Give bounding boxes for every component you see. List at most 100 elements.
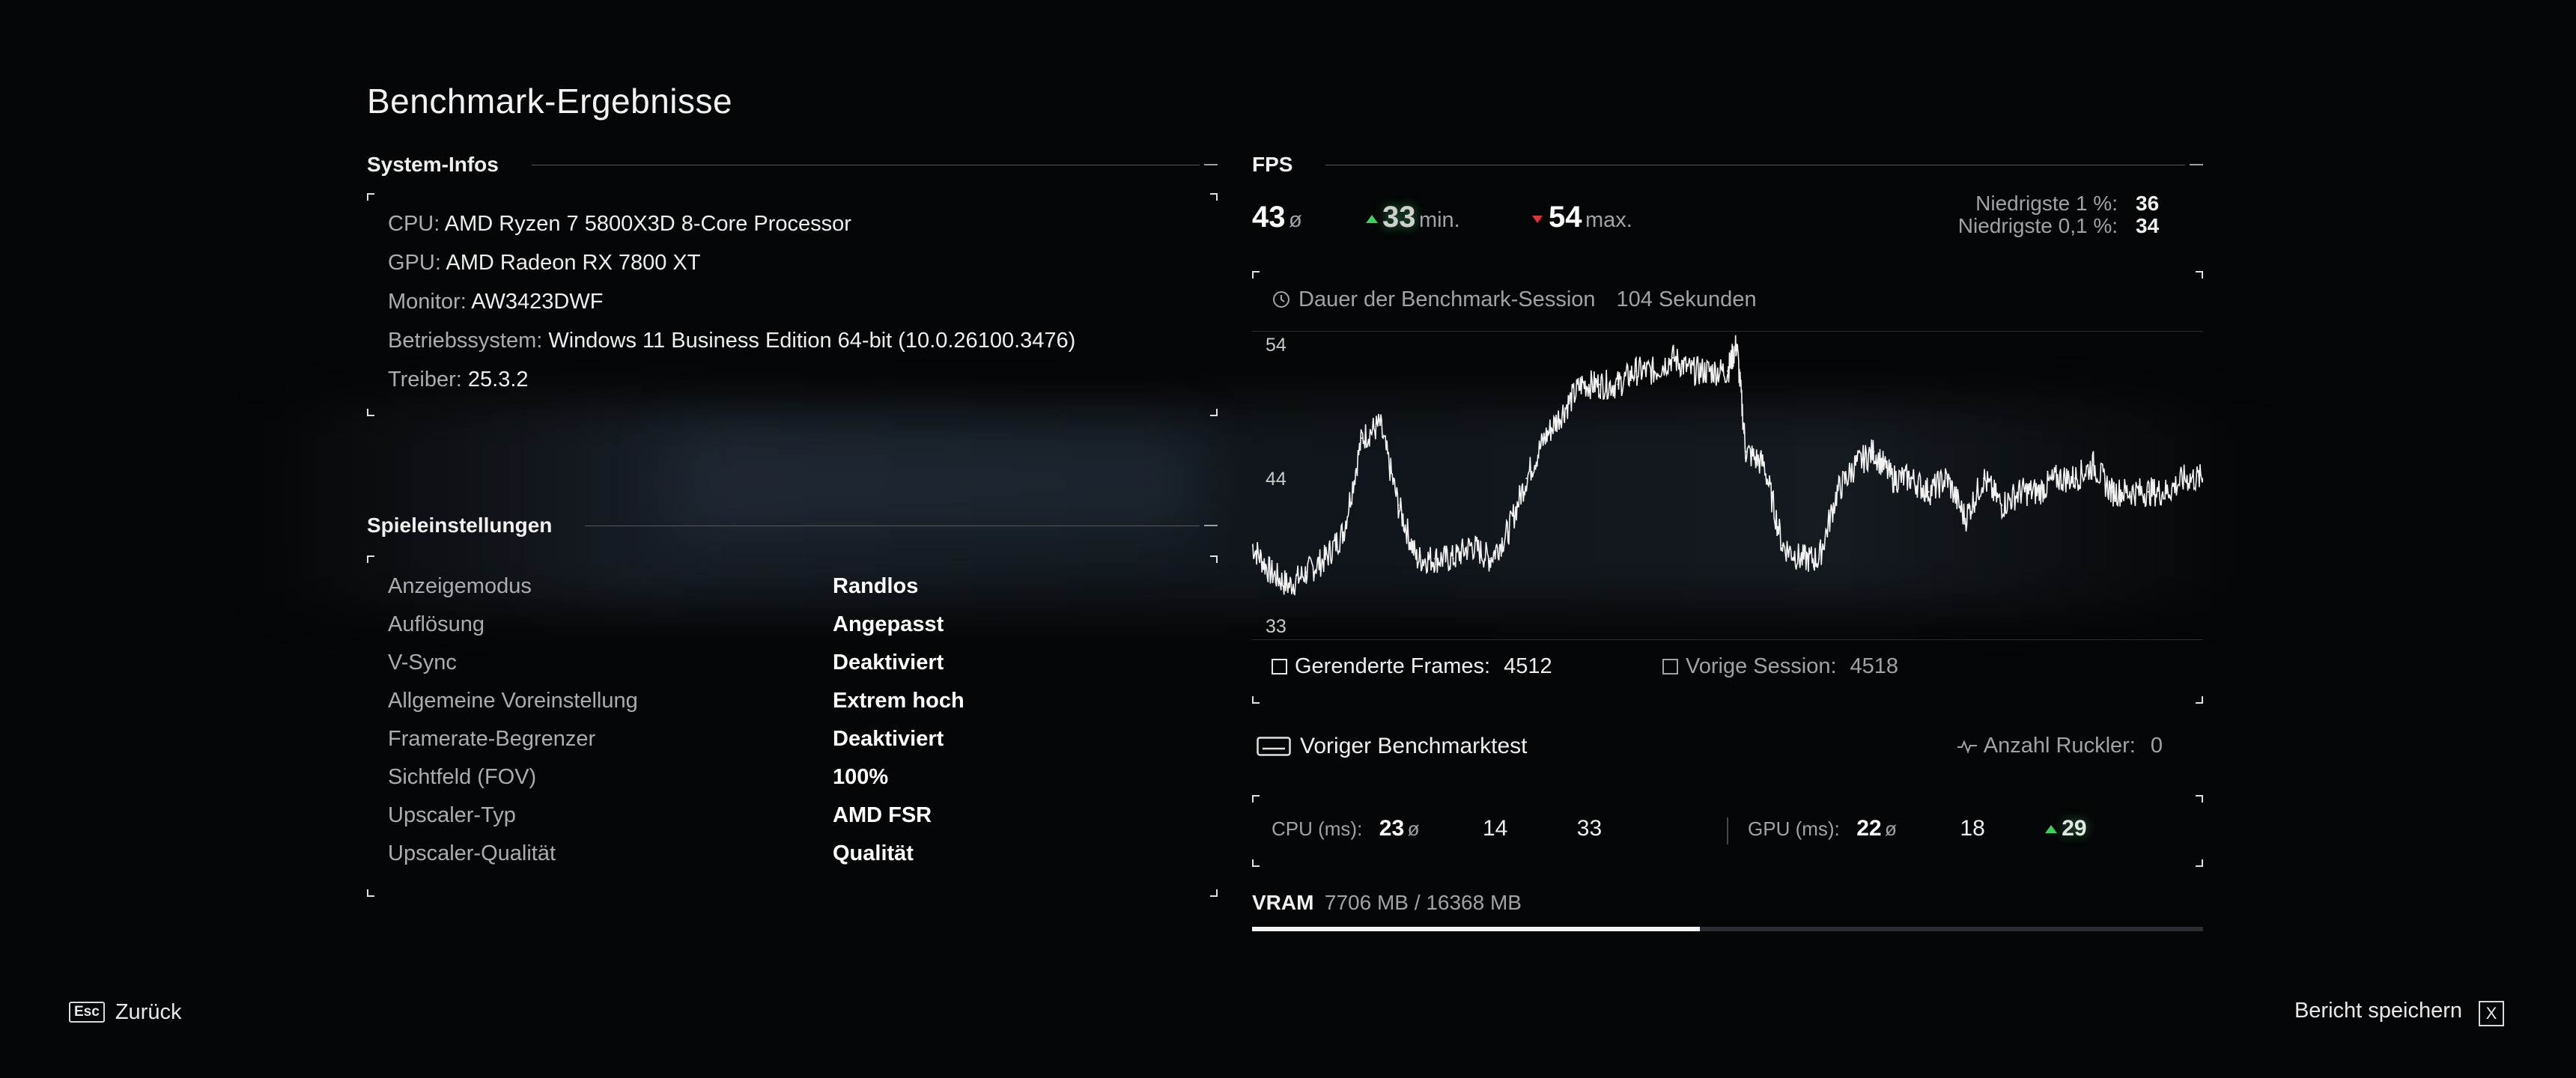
fps-data-point [1635, 370, 1637, 372]
average-symbol: ø [1288, 208, 1302, 232]
gpu-frametimes: GPU (ms): 22 ø 18 29 [1748, 816, 2087, 841]
fps-data-point [2038, 490, 2040, 493]
setting-value: Deaktiviert [833, 651, 944, 674]
divider-tick [2190, 164, 2203, 165]
low-01-label: Niedrigste 0,1 %: [1957, 214, 2118, 237]
fps-data-point [1763, 464, 1765, 466]
average-symbol: ø [1885, 817, 1897, 840]
sysinfo-key: GPU: [388, 251, 441, 275]
y-tick-label: 33 [1266, 616, 1287, 637]
column-divider [1727, 817, 1728, 844]
chart-top-line [1252, 331, 2203, 332]
stutter-value: 0 [2150, 734, 2163, 758]
fps-data-point [2001, 504, 2003, 506]
setting-value: Randlos [833, 574, 919, 598]
fps-data-point [1525, 478, 1528, 480]
previous-benchmark: Voriger Benchmarktest [1257, 734, 1527, 759]
sysinfo-row-cpu: CPU: AMD Ryzen 7 5800X3D 8-Core Processo… [388, 212, 851, 237]
x-key-icon: X [2479, 1001, 2504, 1026]
fps-data-point [1252, 544, 1253, 546]
checkbox-icon [1272, 659, 1287, 674]
fps-minimum: 33 min. [1366, 201, 1460, 234]
fps-data-point [2056, 478, 2058, 480]
cpu-frametimes: CPU (ms): 23 ø 14 33 [1272, 816, 1602, 841]
gpu-label: GPU (ms): [1748, 817, 1840, 840]
fps-min-label: min. [1418, 208, 1460, 232]
fps-data-point [1599, 383, 1601, 386]
fps-data-point [1397, 504, 1400, 506]
fps-data-point [1928, 490, 1930, 493]
save-report-label: Bericht speichern [2294, 999, 2462, 1023]
fps-data-point [1324, 558, 1326, 560]
fps-data-point [1471, 544, 1473, 546]
fps-data-point [2202, 478, 2203, 480]
fps-maximum: 54 max. [1532, 201, 1632, 234]
fps-data-point [2019, 490, 2021, 493]
fps-data-point [1727, 370, 1728, 372]
fps-data-point [2147, 490, 2149, 493]
fps-data-point [1818, 558, 1820, 560]
setting-key: Framerate-Begrenzer [388, 727, 596, 751]
sysinfo-value: Windows 11 Business Edition 64-bit (10.0… [548, 329, 1076, 353]
cpu-label: CPU (ms): [1272, 817, 1363, 840]
fps-series-line [1252, 335, 2203, 596]
y-tick-label: 44 [1266, 469, 1287, 490]
pulse-icon [1957, 740, 1977, 754]
session-duration-value: 104 Sekunden [1616, 287, 1757, 311]
setting-key: Auflösung [388, 612, 484, 636]
frametimes-panel: CPU (ms): 23 ø 14 33 GPU (ms): 22 ø 18 2… [1252, 795, 2203, 867]
setting-key: Upscaler-Typ [388, 803, 516, 827]
vram-usage: VRAM 7706 MB / 16368 MB [1252, 891, 1522, 915]
game-settings-label: Spieleinstellungen [367, 514, 553, 537]
previous-session-value: 4518 [1850, 654, 1899, 678]
fps-data-point [1489, 558, 1491, 560]
gpu-value-b: 29 [2062, 816, 2087, 841]
sysinfo-row-gpu: GPU: AMD Radeon RX 7800 XT [388, 251, 701, 275]
low-1-value: 36 [2136, 192, 2160, 215]
fps-data-point [2129, 490, 2131, 493]
fps-data-point [1507, 531, 1509, 533]
fps-chart-panel: Dauer der Benchmark-Session 104 Sekunden … [1252, 271, 2203, 704]
fps-data-point [1434, 558, 1436, 560]
low-1-label: Niedrigste 1 %: [1975, 192, 2118, 215]
fps-line-chart: 33 44 54 [1252, 335, 2203, 637]
back-label: Zurück [115, 1000, 182, 1024]
fps-data-point [1415, 558, 1418, 560]
sysinfo-key: Betriebssystem: [388, 329, 543, 353]
setting-value: AMD FSR [833, 803, 932, 827]
benchmark-icon [1257, 737, 1291, 756]
back-button[interactable]: Esc Zurück [69, 1000, 181, 1026]
low-1-row: Niedrigste 1 %: 36 [1958, 192, 2181, 216]
previous-benchmark-label: Voriger Benchmarktest [1300, 734, 1528, 758]
setting-key: Sichtfeld (FOV) [388, 765, 537, 789]
vram-value: 7706 MB / 16368 MB [1324, 891, 1522, 914]
fps-data-point [1580, 383, 1582, 386]
fps-data-point [2092, 464, 2094, 466]
cpu-value-a: 14 [1482, 816, 1508, 841]
session-duration: Dauer der Benchmark-Session 104 Sekunden [1272, 287, 1757, 312]
fps-data-point [1736, 343, 1738, 345]
fps-data-point [1799, 558, 1802, 560]
background-blur [247, 404, 2254, 606]
sysinfo-row-os: Betriebssystem: Windows 11 Business Edit… [388, 329, 1075, 353]
cpu-avg: 23 [1379, 816, 1405, 841]
y-tick-label: 54 [1266, 335, 1287, 356]
sysinfo-key: Treiber: [388, 368, 462, 392]
sysinfo-row-driver: Treiber: 25.3.2 [388, 368, 529, 392]
esc-key-icon: Esc [69, 1002, 105, 1023]
save-report-button[interactable]: Bericht speichern X [2294, 999, 2504, 1026]
fps-data-point [1854, 464, 1856, 466]
rendered-frames-label: Gerenderte Frames: [1295, 654, 1491, 678]
cpu-value-b: 33 [1576, 816, 1603, 841]
sysinfo-value: AMD Ryzen 7 5800X3D 8-Core Processor [444, 212, 851, 236]
gpu-value-b-wrap: 29 [2045, 816, 2087, 841]
setting-key: Upscaler-Qualität [388, 841, 556, 865]
fps-data-point [1671, 356, 1674, 359]
fps-label: FPS [1252, 153, 1293, 176]
arrow-down-icon [1532, 215, 1543, 223]
average-symbol: ø [1407, 817, 1420, 840]
fps-max-label: max. [1585, 208, 1632, 232]
setting-value: Extrem hoch [833, 689, 965, 713]
gpu-avg: 22 [1856, 816, 1882, 841]
sysinfo-key: Monitor: [388, 290, 467, 314]
